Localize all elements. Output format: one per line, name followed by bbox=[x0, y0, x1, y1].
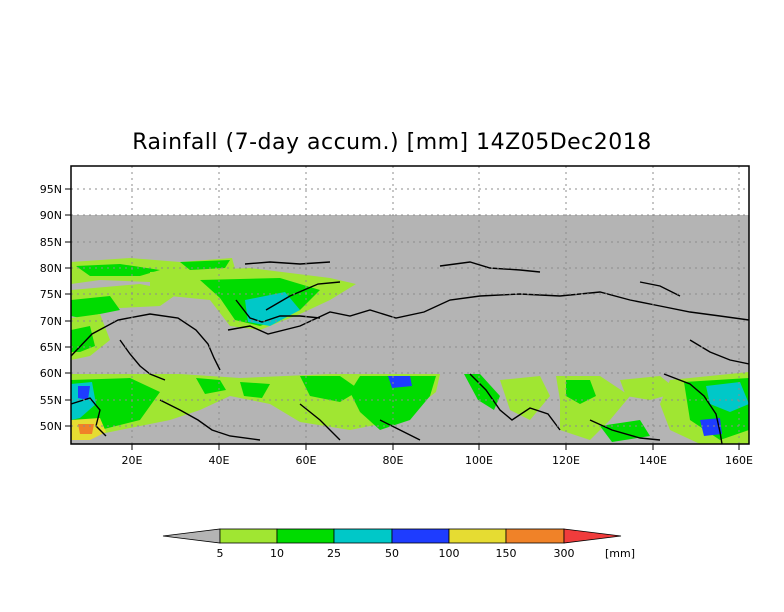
map-title: Rainfall (7-day accum.) [mm] 14Z05Dec201… bbox=[132, 130, 652, 155]
lat-label: 65N bbox=[40, 341, 62, 354]
lat-label: 60N bbox=[40, 367, 62, 380]
legend-bin bbox=[505, 528, 565, 544]
arctic-rain-patches bbox=[71, 258, 356, 360]
coastlines bbox=[71, 261, 749, 444]
lat-label: 80N bbox=[40, 262, 62, 275]
lon-label: 20E bbox=[122, 454, 143, 467]
legend-label: 100 bbox=[439, 547, 460, 560]
lat-label: 50N bbox=[40, 420, 62, 433]
lon-label: 120E bbox=[552, 454, 580, 467]
lon-label: 80E bbox=[383, 454, 404, 467]
legend-bin bbox=[333, 528, 393, 544]
color-legend: 5 10 25 50 100 150 300 [mm] bbox=[162, 528, 635, 560]
lon-label: 60E bbox=[296, 454, 317, 467]
legend-bin bbox=[391, 528, 450, 544]
lon-label: 100E bbox=[465, 454, 493, 467]
legend-unit: [mm] bbox=[605, 547, 635, 560]
lat-label: 70N bbox=[40, 315, 62, 328]
legend-label: 150 bbox=[496, 547, 517, 560]
legend-bin bbox=[276, 528, 335, 544]
legend-label: 5 bbox=[217, 547, 224, 560]
legend-label: 10 bbox=[270, 547, 284, 560]
graticule bbox=[71, 166, 749, 444]
lat-ticks bbox=[65, 188, 71, 427]
lon-label: 140E bbox=[639, 454, 667, 467]
lon-label: 40E bbox=[209, 454, 230, 467]
legend-bin bbox=[448, 528, 507, 544]
legend-right-arrow bbox=[563, 528, 622, 544]
legend-left-arrow bbox=[162, 528, 221, 544]
legend-bin bbox=[219, 528, 278, 544]
lat-label: 55N bbox=[40, 394, 62, 407]
lat-label: 95N bbox=[40, 183, 62, 196]
lon-ticks bbox=[131, 444, 740, 450]
legend-label: 50 bbox=[385, 547, 399, 560]
lon-label: 160E bbox=[725, 454, 753, 467]
map-frame bbox=[70, 165, 750, 445]
legend-label: 25 bbox=[327, 547, 341, 560]
lat-label: 75N bbox=[40, 288, 62, 301]
lat-label: 85N bbox=[40, 236, 62, 249]
legend-label: 300 bbox=[554, 547, 575, 560]
lat-label: 90N bbox=[40, 209, 62, 222]
